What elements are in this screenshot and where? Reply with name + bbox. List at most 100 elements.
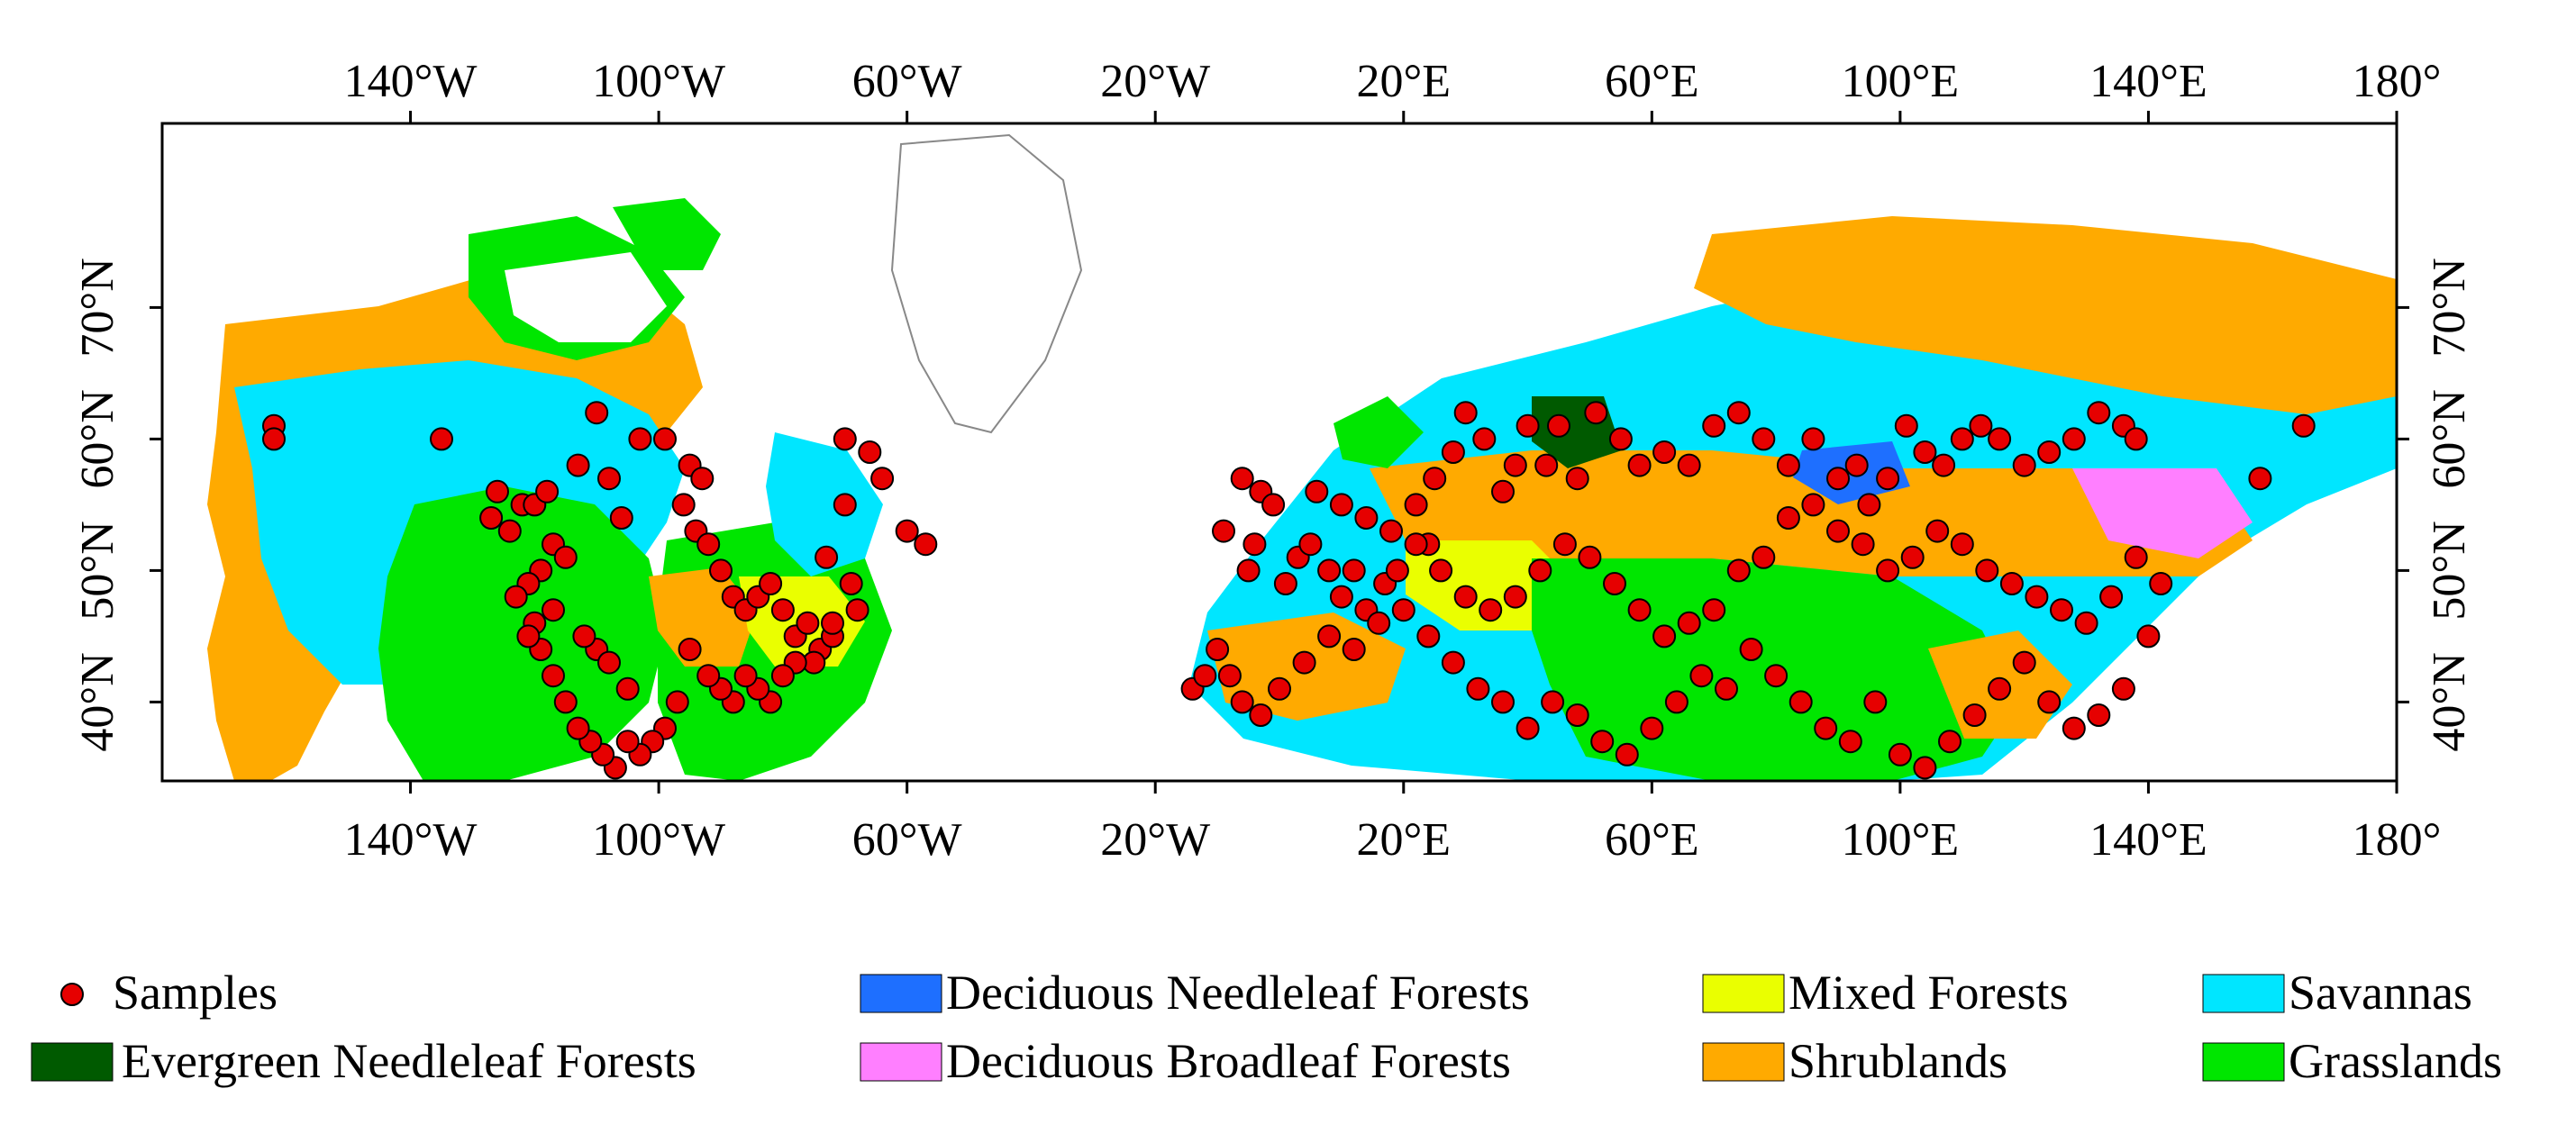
- sample-point: [1317, 558, 1342, 583]
- sample-point: [504, 585, 528, 609]
- sample-point: [1441, 650, 1465, 675]
- sample-point: [479, 506, 504, 530]
- sample-point: [770, 598, 795, 622]
- lat-tick-label-left: 60°N: [72, 389, 123, 488]
- lon-tick-label-bottom: 20°W: [1100, 814, 1210, 866]
- lon-tick-label-bottom: 60°W: [852, 814, 962, 866]
- sample-point: [1776, 506, 1800, 530]
- grasslands-baffin: [613, 198, 721, 270]
- lon-tick-label-top: 60°E: [1605, 56, 1699, 107]
- sample-point: [895, 519, 919, 543]
- sample-point: [553, 545, 578, 569]
- sample-point: [1472, 427, 1497, 451]
- lon-tick-label-bottom: 140°W: [344, 814, 478, 866]
- sample-point: [1739, 638, 1763, 661]
- sample-point: [1876, 467, 1900, 491]
- axis-layer: 140°W 140°W 100°W 100°W 60°W 60°W 20°W 20°W 20°E…: [72, 56, 2475, 866]
- sample-point: [585, 401, 609, 425]
- sample-point: [653, 427, 677, 451]
- sample-point: [845, 598, 869, 622]
- sample-point: [1764, 664, 1789, 688]
- sample-point: [665, 690, 689, 714]
- sample-point: [2248, 467, 2272, 491]
- sample-point: [1491, 690, 1515, 714]
- sample-point: [1894, 413, 1918, 438]
- sample-point: [1565, 703, 1589, 727]
- legend-deciduous-broadleaf-swatch: [860, 1042, 942, 1082]
- sample-point: [1851, 532, 1875, 557]
- map-area: [160, 122, 2399, 783]
- sample-point: [678, 638, 702, 661]
- lat-tick-label-right: 70°N: [2424, 258, 2475, 357]
- sample-point: [1354, 506, 1379, 530]
- sample-point: [1702, 598, 1726, 622]
- sample-point: [1857, 493, 1881, 517]
- sample-point: [696, 532, 721, 557]
- sample-point: [1726, 558, 1751, 583]
- sample-point: [1726, 401, 1751, 425]
- sample-point: [796, 611, 820, 635]
- lat-tick-label-left: 70°N: [72, 258, 123, 357]
- sample-point: [1900, 545, 1925, 569]
- sample-point: [1801, 427, 1825, 451]
- sample-point: [821, 611, 844, 635]
- sample-point: [1962, 703, 1987, 727]
- sample-point: [2136, 624, 2161, 649]
- sample-point: [1863, 690, 1888, 714]
- sample-point: [1379, 519, 1403, 543]
- legend-grasslands-swatch: [2202, 1042, 2285, 1082]
- sample-point: [615, 676, 640, 701]
- sample-point: [1193, 664, 1217, 688]
- hudson-bay: [505, 252, 667, 342]
- sample-point: [858, 440, 882, 464]
- sample-point: [1298, 532, 1323, 557]
- sample-point: [1969, 413, 1993, 438]
- sample-point: [2291, 413, 2316, 438]
- sample-point: [1329, 585, 1353, 609]
- lon-tick-label-bottom: 140°E: [2089, 814, 2207, 866]
- sample-point: [2037, 690, 2062, 714]
- legend-deciduous-needleleaf-label: Deciduous Needleleaf Forests: [946, 966, 1530, 1020]
- lon-tick-label-bottom: 60°E: [1605, 814, 1699, 866]
- sample-point: [1261, 493, 1286, 517]
- sample-point: [1441, 440, 1465, 464]
- sample-point: [1547, 413, 1570, 438]
- sample-point: [1950, 427, 1974, 451]
- legend: Samples Evergreen Needleleaf Forests Dec…: [31, 966, 2502, 1088]
- lon-tick-label-top: 20°E: [1356, 56, 1451, 107]
- sample-point: [1292, 650, 1316, 675]
- sample-point: [1391, 598, 1415, 622]
- sample-point: [1826, 519, 1850, 543]
- sample-point: [597, 467, 621, 491]
- sample-point: [1230, 690, 1254, 714]
- sample-point: [615, 730, 640, 754]
- deciduous-broadleaf-region: [2072, 468, 2253, 558]
- legend-deciduous-broadleaf-label: Deciduous Broadleaf Forests: [946, 1034, 1511, 1088]
- sample-point: [1516, 413, 1540, 438]
- sample-point: [1615, 742, 1639, 767]
- sample-point: [2074, 611, 2098, 635]
- sample-point: [609, 506, 633, 530]
- lon-tick-label-top: 100°E: [1842, 56, 1960, 107]
- sample-point: [1236, 558, 1261, 583]
- sample-point: [1913, 756, 1937, 780]
- sample-point: [1715, 676, 1738, 701]
- lon-tick-label-top: 180°: [2353, 56, 2442, 107]
- sample-point: [1317, 624, 1342, 649]
- sample-point: [815, 545, 839, 569]
- sample-point: [2124, 545, 2148, 569]
- lon-tick-label-bottom: 180°: [2353, 814, 2442, 866]
- sample-point: [1217, 664, 1242, 688]
- sample-point: [770, 664, 795, 688]
- sample-point: [1702, 413, 1726, 438]
- sample-point: [2111, 676, 2135, 701]
- sample-point: [1826, 467, 1850, 491]
- lon-tick-label-bottom: 100°W: [592, 814, 725, 866]
- sample-point: [733, 664, 758, 688]
- sample-point: [1404, 532, 1428, 557]
- sample-point: [262, 427, 286, 451]
- lon-tick-label-top: 140°E: [2089, 56, 2207, 107]
- sample-point: [430, 427, 453, 451]
- sample-point: [1938, 730, 1962, 754]
